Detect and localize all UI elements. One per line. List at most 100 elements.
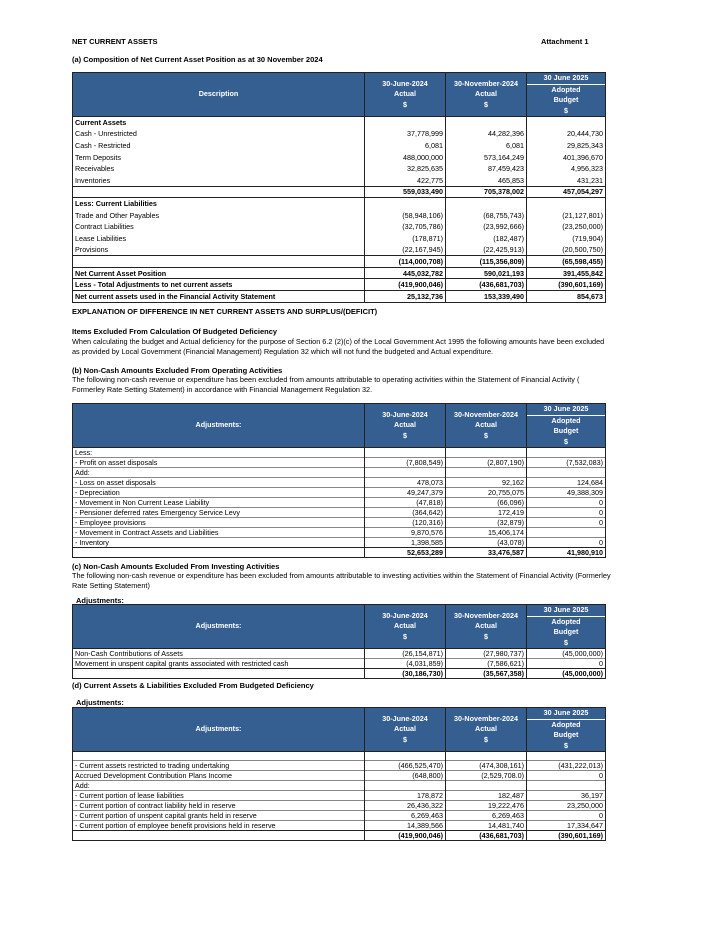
column-header-line: 30 June 2025 <box>527 73 605 85</box>
column-header-c2: 30-November-2024 Actual $ <box>445 403 527 448</box>
column-header-line: Actual <box>394 420 416 430</box>
table-row: Movement in unspent capital grants assoc… <box>72 658 606 669</box>
table-row: Current Assets <box>72 116 606 129</box>
row-value: 14,389,566 <box>364 820 446 831</box>
row-label: Less: <box>72 447 365 458</box>
row-value: 573,164,249 <box>445 151 527 163</box>
row-label: - Inventory <box>72 537 365 548</box>
row-value: 6,269,463 <box>445 810 527 821</box>
column-header-line: Actual <box>394 89 416 99</box>
section-c-text: The following non-cash revenue or expend… <box>72 571 611 590</box>
row-label: Trade and Other Payables <box>72 209 365 221</box>
row-value: (23,250,000) <box>526 220 606 233</box>
table-row: Cash - Unrestricted 37,778,999 44,282,396 2… <box>72 128 606 140</box>
row-value: (466,525,470) <box>364 760 446 771</box>
column-header-line: $ <box>403 631 407 641</box>
row-value <box>526 197 606 210</box>
row-value: (436,681,703) <box>445 278 527 291</box>
column-header-line: $ <box>484 734 488 744</box>
row-value: (45,000,000) <box>526 648 606 659</box>
row-value: (32,705,786) <box>364 220 446 233</box>
row-value: (474,308,161) <box>445 760 527 771</box>
row-value: 182,487 <box>445 790 527 801</box>
column-header-line: 30-June-2024 <box>382 610 428 620</box>
row-value: (390,601,169) <box>526 278 606 291</box>
row-value: 1,398,585 <box>364 537 446 548</box>
row-value: 391,455,842 <box>526 266 606 280</box>
row-value: 705,378,002 <box>445 185 527 199</box>
section-d-adjustments-label: Adjustments: <box>76 698 124 707</box>
row-label: - Current assets restricted to trading u… <box>72 760 365 771</box>
column-header-c1: 30-June-2024 Actual $ <box>364 72 446 117</box>
row-value: 401,396,670 <box>526 151 606 163</box>
table-row: (419,900,046) (436,681,703) (390,601,169) <box>72 830 606 842</box>
row-label: - Depreciation <box>72 487 365 498</box>
table-row: - Movement in Contract Assets and Liabil… <box>72 527 606 538</box>
row-value: 559,033,490 <box>364 185 446 199</box>
column-header-line: 30-November-2024 <box>454 78 518 88</box>
row-value: (22,167,945) <box>364 244 446 256</box>
row-value: 52,653,289 <box>364 547 446 558</box>
row-label: Net current assets used in the Financial… <box>72 289 365 303</box>
table-header-row: Adjustments: 30-June-2024 Actual $30-Novemb… <box>72 604 606 649</box>
row-label: Receivables <box>72 162 365 175</box>
items-excluded-text: When calculating the budget and Actual d… <box>72 337 605 356</box>
row-value: (27,980,737) <box>445 648 527 659</box>
row-label: Cash - Unrestricted <box>72 128 365 140</box>
description-header: Adjustments: <box>72 707 365 752</box>
column-header-line: Actual <box>475 621 497 631</box>
table-row: 52,653,289 33,476,587 41,980,910 <box>72 547 606 558</box>
row-value <box>526 467 606 478</box>
column-header-line: 30-November-2024 <box>454 713 518 723</box>
row-value: 178,872 <box>364 790 446 801</box>
row-value: (47,818) <box>364 497 446 508</box>
row-label: Current Assets <box>72 116 365 129</box>
column-header-line: $ <box>564 740 568 750</box>
row-label: Movement in unspent capital grants assoc… <box>72 658 365 669</box>
table-row: Trade and Other Payables (58,948,106) (68,… <box>72 209 606 221</box>
row-value: 49,388,309 <box>526 487 606 498</box>
row-value: 23,250,000 <box>526 800 606 811</box>
table-row: (114,000,708) (115,356,809) (65,598,455) <box>72 255 606 268</box>
column-header-line: 30-November-2024 <box>454 610 518 620</box>
row-value: (120,316) <box>364 517 446 528</box>
row-label: Less: Current Liabilities <box>72 197 365 210</box>
row-value: 0 <box>526 507 606 518</box>
section-d-title: (d) Current Assets & Liabilities Exclude… <box>72 681 314 690</box>
row-label: - Loss on asset disposals <box>72 477 365 488</box>
row-value: (43,078) <box>445 537 527 548</box>
column-header-c2: 30-November-2024 Actual $ <box>445 707 527 752</box>
table-row: - Loss on asset disposals 478,073 92,162 12… <box>72 477 606 488</box>
page-title: NET CURRENT ASSETS <box>72 37 158 46</box>
column-header-line: Budget <box>553 627 579 636</box>
row-value: 488,000,000 <box>364 151 446 163</box>
table-row: Add: <box>72 780 606 791</box>
row-value: (719,904) <box>526 232 606 245</box>
column-header-line: Budget <box>553 730 579 739</box>
column-header-line: $ <box>484 631 488 641</box>
row-value: (20,500,750) <box>526 244 606 256</box>
table-row: (30,186,730) (35,567,358) (45,000,000) <box>72 668 606 679</box>
row-value: 0 <box>526 517 606 528</box>
row-value: (114,000,708) <box>364 255 446 268</box>
row-value: (2,807,190) <box>445 457 527 468</box>
row-label: - Employee provisions <box>72 517 365 528</box>
row-label <box>72 185 365 199</box>
column-header-line: Adopted <box>551 415 581 425</box>
row-label: - Current portion of contract liability … <box>72 800 365 811</box>
table-row: - Inventory 1,398,585 (43,078) 0 <box>72 537 606 548</box>
column-header-line: $ <box>403 99 407 109</box>
row-value: 0 <box>526 658 606 669</box>
table-row: - Current assets restricted to trading u… <box>72 760 606 771</box>
row-value <box>364 116 446 129</box>
row-value: (7,808,549) <box>364 457 446 468</box>
row-value: (65,598,455) <box>526 255 606 268</box>
row-value: 33,476,587 <box>445 547 527 558</box>
table-row: Contract Liabilities (32,705,786) (23,992,… <box>72 220 606 233</box>
row-value: 20,444,730 <box>526 128 606 140</box>
row-value: (22,425,913) <box>445 244 527 256</box>
row-value <box>526 750 606 761</box>
row-label: - Current portion of unspent capital gra… <box>72 810 365 821</box>
row-value: 0 <box>526 537 606 548</box>
row-value <box>364 467 446 478</box>
